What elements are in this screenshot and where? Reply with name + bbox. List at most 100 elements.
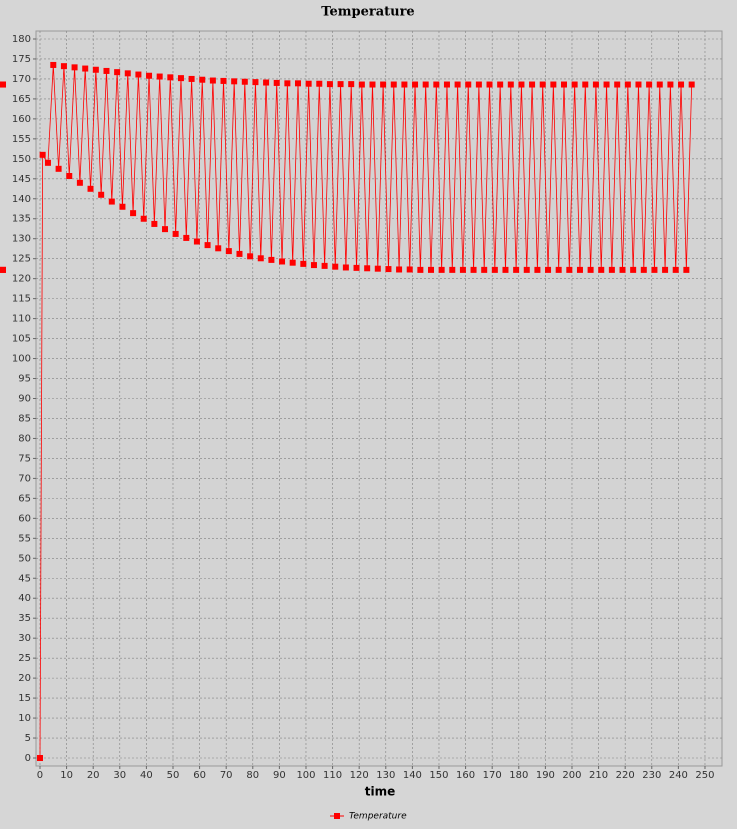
data-point: [438, 266, 445, 273]
data-point: [300, 260, 307, 267]
data-point: [124, 70, 131, 77]
y-tick-label: 75: [18, 453, 31, 464]
data-point: [151, 220, 158, 227]
y-tick-label: 145: [12, 174, 31, 185]
data-point: [385, 266, 392, 273]
y-tick-label: 10: [18, 713, 31, 724]
x-tick-label: 250: [695, 770, 714, 781]
x-tick-label: 120: [350, 770, 369, 781]
x-tick-label: 220: [616, 770, 635, 781]
data-point: [651, 266, 658, 273]
data-point: [470, 266, 477, 273]
data-point: [71, 64, 78, 71]
data-point: [273, 79, 280, 86]
x-tick-label: 10: [60, 770, 73, 781]
x-tick-label: 0: [37, 770, 43, 781]
data-point: [396, 266, 403, 273]
y-tick-label: 110: [12, 314, 31, 325]
data-point: [82, 65, 89, 72]
x-tick-label: 240: [669, 770, 688, 781]
data-point: [337, 81, 344, 88]
data-point: [683, 266, 690, 273]
data-point: [449, 266, 456, 273]
data-point: [268, 256, 275, 263]
y-tick-label: 175: [12, 54, 31, 65]
data-point: [183, 234, 190, 241]
data-point: [635, 81, 642, 88]
data-point: [523, 266, 530, 273]
y-tick-label: 80: [18, 433, 31, 444]
data-point: [566, 266, 573, 273]
data-point: [353, 264, 360, 271]
data-point: [614, 81, 621, 88]
data-point: [454, 81, 461, 88]
data-point: [231, 78, 238, 85]
data-point: [66, 173, 73, 180]
data-point: [619, 266, 626, 273]
data-point: [630, 266, 637, 273]
y-tick-label: 5: [25, 733, 31, 744]
data-point: [146, 72, 153, 79]
data-point: [252, 79, 259, 86]
data-point: [518, 81, 525, 88]
x-tick-label: 160: [456, 770, 475, 781]
chart-title: Temperature: [321, 5, 414, 20]
data-point: [156, 73, 163, 80]
data-point: [326, 81, 333, 88]
y-tick-label: 150: [12, 154, 31, 165]
data-point: [688, 81, 695, 88]
data-point: [332, 263, 339, 270]
data-point: [417, 266, 424, 273]
data-point: [608, 266, 615, 273]
data-point: [603, 81, 610, 88]
data-point: [662, 266, 669, 273]
data-point: [534, 266, 541, 273]
data-point: [108, 198, 115, 205]
data-point: [225, 248, 232, 255]
data-point: [172, 230, 179, 237]
data-point: [646, 81, 653, 88]
x-tick-label: 110: [323, 770, 342, 781]
y-tick-label: 65: [18, 493, 31, 504]
x-tick-label: 80: [246, 770, 259, 781]
plot-area: [35, 30, 723, 767]
y-tick-label: 60: [18, 513, 31, 524]
legend-label: Temperature: [349, 812, 407, 822]
data-point: [412, 81, 419, 88]
data-point: [103, 67, 110, 74]
data-point: [390, 81, 397, 88]
data-point: [36, 755, 43, 762]
data-point: [576, 266, 583, 273]
data-point: [422, 81, 429, 88]
x-tick-label: 50: [167, 770, 180, 781]
y-tick-label: 85: [18, 413, 31, 424]
y-tick-label: 115: [12, 294, 31, 305]
x-tick-label: 70: [220, 770, 233, 781]
data-point: [39, 151, 46, 158]
data-point: [545, 266, 552, 273]
data-point: [284, 80, 291, 87]
y-tick-label: 160: [12, 114, 31, 125]
data-point: [316, 80, 323, 87]
data-point: [550, 81, 557, 88]
data-point: [55, 165, 62, 172]
data-point: [263, 79, 270, 86]
data-point: [92, 66, 99, 73]
data-point: [50, 61, 57, 68]
data-point: [443, 81, 450, 88]
data-point: [209, 77, 216, 84]
data-point: [98, 191, 105, 198]
data-point: [640, 266, 647, 273]
data-point: [369, 81, 376, 88]
x-tick-label: 60: [193, 770, 206, 781]
data-point: [529, 81, 536, 88]
data-point: [204, 242, 211, 249]
data-point: [486, 81, 493, 88]
data-point: [497, 81, 504, 88]
data-point: [199, 76, 206, 83]
y-tick-label: 105: [12, 334, 31, 345]
data-point: [539, 81, 546, 88]
y-tick-label: 180: [12, 34, 31, 45]
y-tick-label: 120: [12, 274, 31, 285]
data-point: [678, 81, 685, 88]
